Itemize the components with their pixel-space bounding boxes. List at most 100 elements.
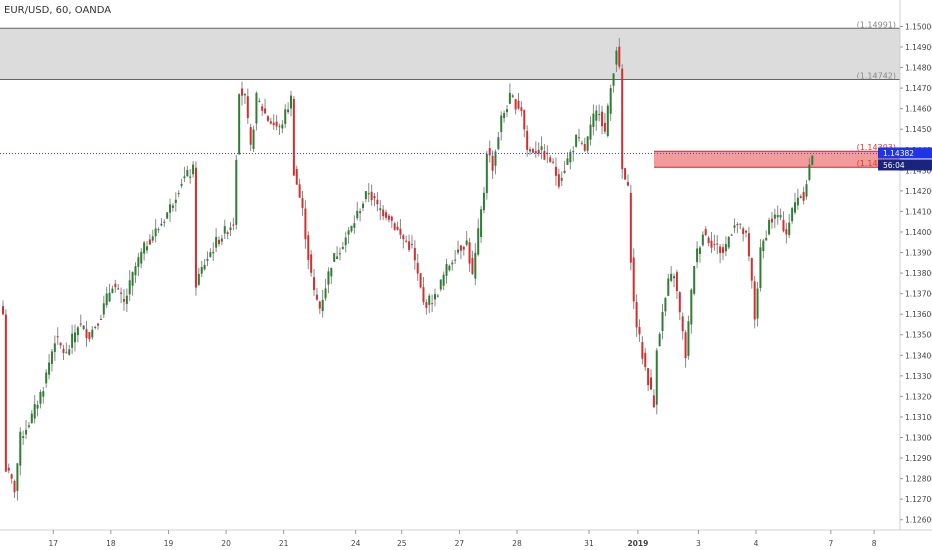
symbol-title: EUR/USD, 60, OANDA <box>4 5 112 16</box>
candle-body <box>53 343 56 353</box>
candle-body <box>436 295 439 297</box>
candle-body <box>174 199 177 203</box>
candle-body <box>154 228 157 237</box>
plot-background <box>0 0 900 530</box>
candle-body <box>131 272 134 286</box>
candle-body <box>243 93 246 96</box>
candle-body <box>768 219 771 235</box>
candle-body <box>200 267 203 274</box>
candle-body <box>684 332 687 359</box>
candle-body <box>794 202 796 213</box>
candle-body <box>782 219 785 232</box>
candle-body <box>736 223 739 226</box>
candle-body <box>543 151 546 160</box>
time-axis[interactable]: 17 18 19 20 21 24 25 27 28 31 2019 3 4 7 8 <box>49 530 877 548</box>
candle-body <box>485 154 488 194</box>
candle-body <box>30 413 33 424</box>
time-tick-label: 27 <box>455 539 465 548</box>
candle-body <box>482 192 485 211</box>
candle-body <box>315 294 318 300</box>
candle-body <box>235 159 238 225</box>
candle-body <box>661 311 664 332</box>
candle-body <box>295 168 298 185</box>
candle-body <box>416 262 419 274</box>
candle-body <box>511 95 514 97</box>
time-tick-label: 3 <box>696 539 701 548</box>
price-tick-label: 1.12900 <box>905 454 932 463</box>
candle-body <box>281 124 284 129</box>
candle-body <box>745 230 748 233</box>
candle-body <box>102 303 105 315</box>
candle-timer-tag <box>878 159 932 171</box>
candle-body <box>203 264 206 270</box>
time-tick-label: 19 <box>164 539 174 548</box>
candle-body <box>719 246 722 254</box>
candle-body <box>393 223 396 230</box>
candle-body <box>189 176 192 178</box>
candle-body <box>523 110 526 130</box>
candle-body <box>681 316 684 332</box>
candle-body <box>25 429 28 435</box>
candle-body <box>462 246 465 250</box>
candle-body <box>336 256 339 259</box>
candle-body <box>74 332 76 343</box>
candle-body <box>405 240 408 242</box>
candle-body <box>56 336 59 338</box>
candle-body <box>45 372 48 384</box>
candle-body <box>434 294 436 300</box>
time-tick-label: 20 <box>221 539 231 548</box>
candle-body <box>575 134 578 147</box>
candle-body <box>232 224 235 226</box>
candle-body <box>569 151 572 163</box>
candle-body <box>696 248 699 263</box>
candle-body <box>603 122 606 132</box>
candle-body <box>59 342 62 346</box>
candle-body <box>742 228 745 235</box>
candle-body <box>451 262 454 265</box>
candle-body <box>146 246 148 251</box>
candle-body <box>148 239 151 245</box>
candle-body <box>186 169 189 177</box>
candle-body <box>730 234 733 236</box>
candle-body <box>117 288 120 290</box>
candle-body <box>143 242 146 254</box>
time-tick-label: 7 <box>828 539 833 548</box>
candle-body <box>370 191 373 200</box>
price-tick-label: 1.13800 <box>905 269 932 278</box>
candle-body <box>454 259 457 261</box>
time-tick-label: 31 <box>584 539 594 548</box>
candle-body <box>765 237 768 241</box>
candle-body <box>324 288 327 299</box>
candle-body <box>408 241 411 250</box>
candle-body <box>194 167 197 288</box>
price-axis[interactable]: 1.15000 1.14900 1.14800 1.14700 1.14600 1.145… <box>900 22 932 525</box>
time-tick-label: 8 <box>872 539 877 548</box>
candle-body <box>226 232 229 235</box>
candles-layer <box>2 38 814 501</box>
candle-body <box>298 184 301 198</box>
candle-body <box>399 228 402 235</box>
time-tick-label: 28 <box>512 539 522 548</box>
candle-body <box>338 253 341 255</box>
candle-body <box>586 136 589 151</box>
candle-body <box>284 109 287 124</box>
candle-body <box>364 191 367 200</box>
candle-body <box>537 149 540 154</box>
candle-body <box>125 295 128 304</box>
candle-body <box>750 257 753 281</box>
candle-body <box>442 274 445 286</box>
candle-body <box>690 289 693 325</box>
candle-body <box>88 332 91 340</box>
candle-body <box>249 127 252 145</box>
candle-body <box>209 252 212 257</box>
candle-body <box>166 212 169 219</box>
candle-body <box>151 236 154 241</box>
candle-body <box>310 254 313 273</box>
price-tick-label: 1.13200 <box>905 392 932 401</box>
candle-body <box>97 323 100 326</box>
price-tick-label: 1.13100 <box>905 413 932 422</box>
candle-body <box>108 292 111 302</box>
candle-body <box>180 183 183 186</box>
